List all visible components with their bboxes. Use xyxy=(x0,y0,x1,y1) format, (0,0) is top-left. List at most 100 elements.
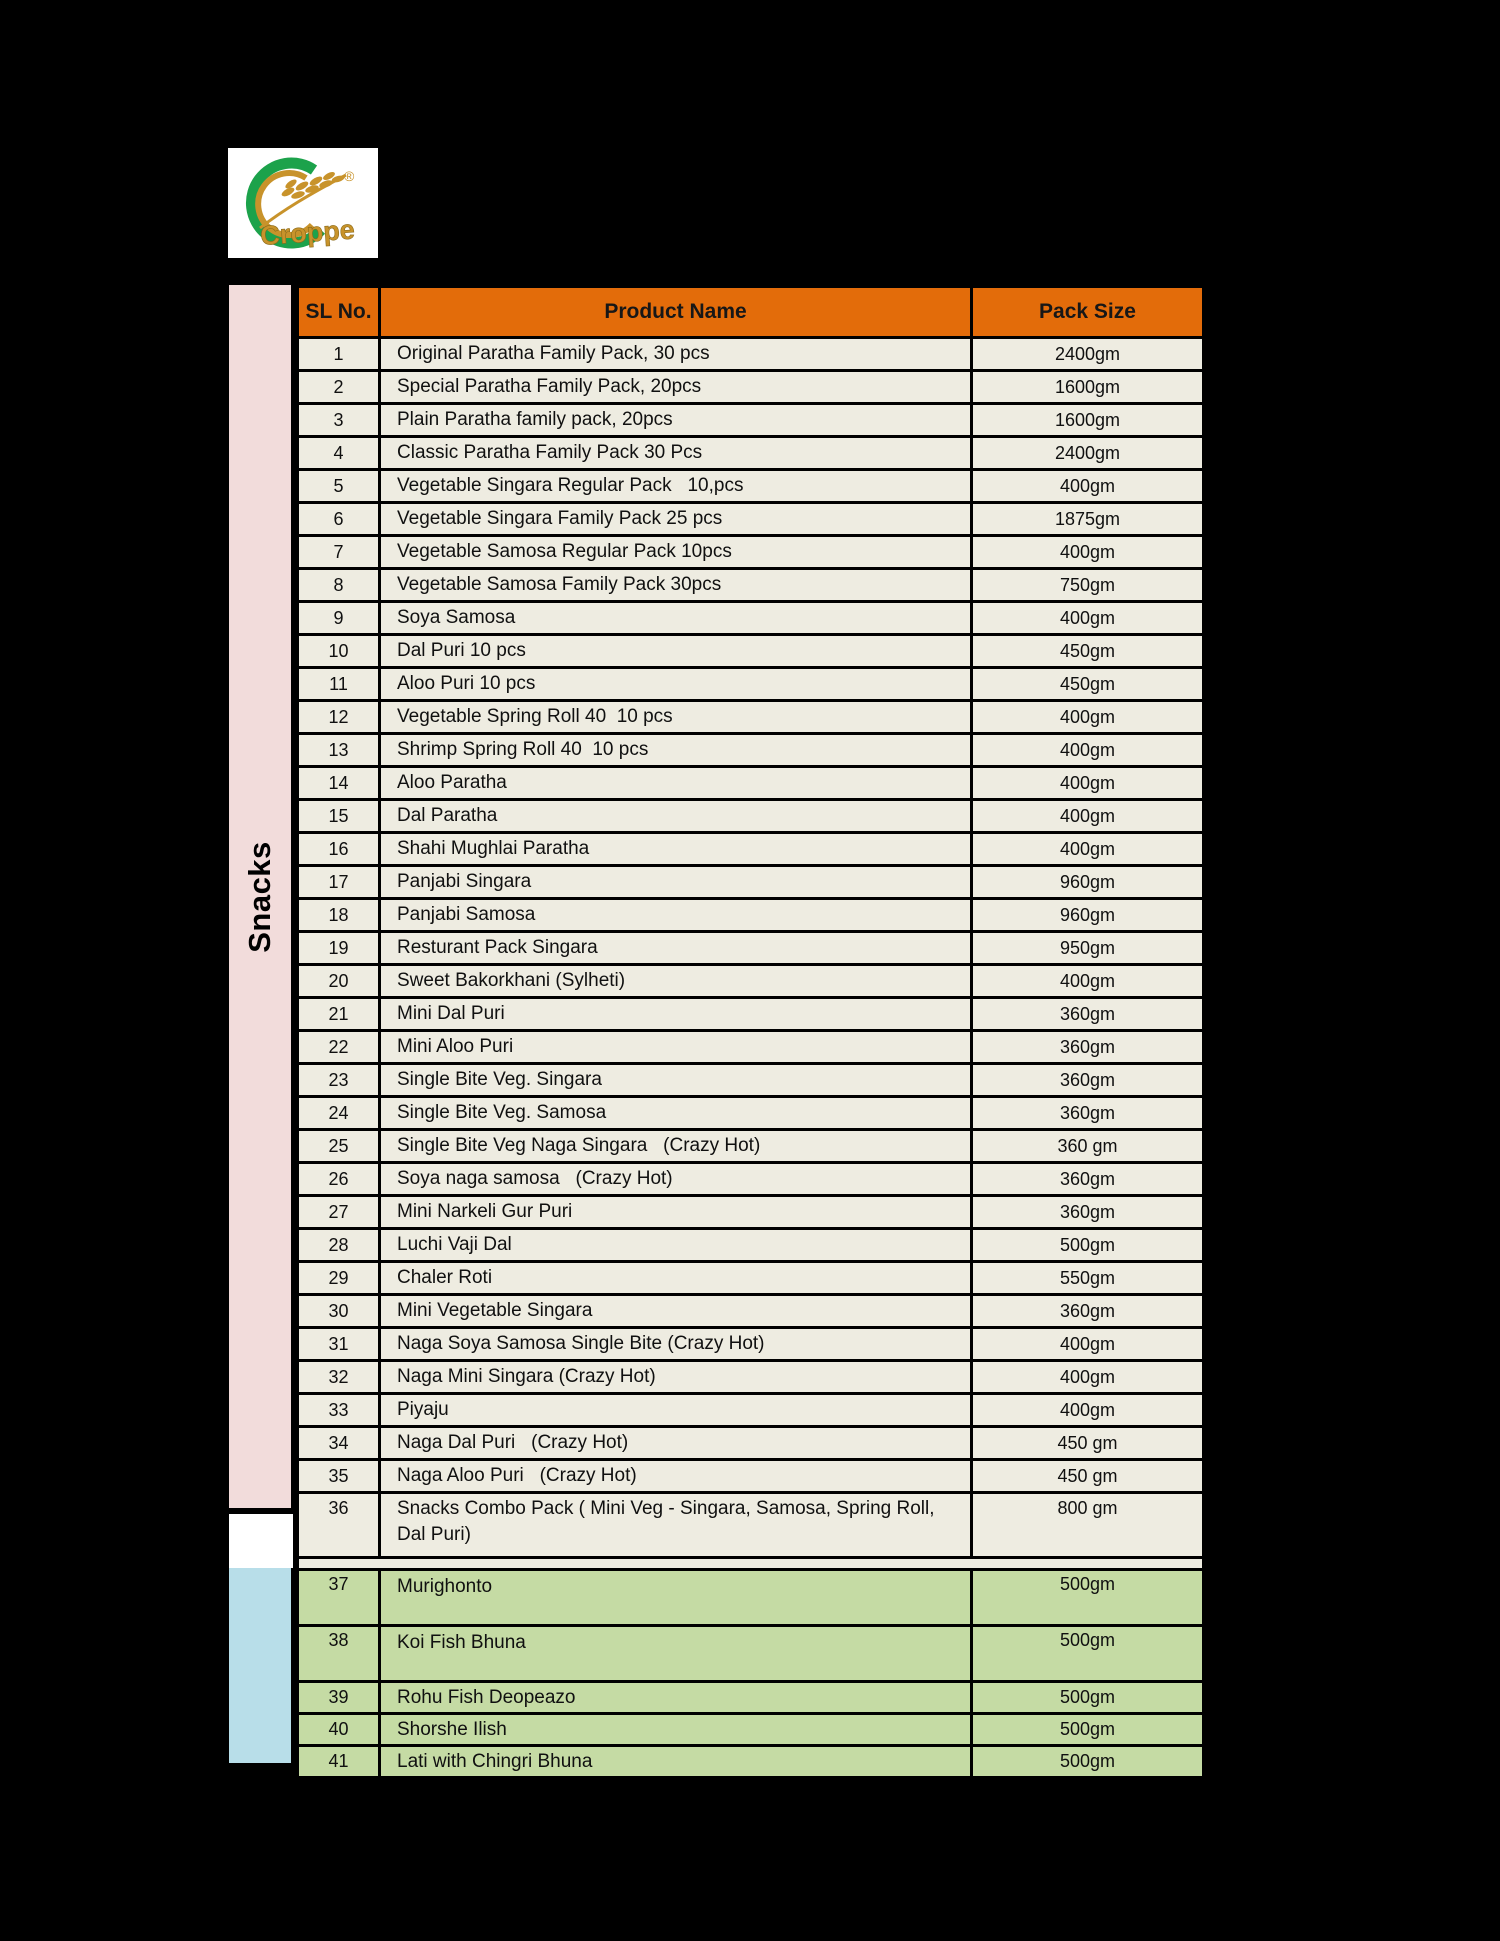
table-row: 22 Mini Aloo Puri 360gm xyxy=(296,1029,1205,1065)
product-cell: Vegetable Samosa Regular Pack 10pcs xyxy=(378,534,973,570)
sl-cell: 9 xyxy=(296,600,381,636)
product-cell: Vegetable Samosa Family Pack 30pcs xyxy=(378,567,973,603)
sl-cell: 21 xyxy=(296,996,381,1032)
table-row: 29 Chaler Roti 550gm xyxy=(296,1260,1205,1296)
header-sl-no: SL No. xyxy=(296,285,381,339)
table-row: 38 Koi Fish Bhuna 500gm xyxy=(296,1624,1205,1683)
logo-gold-crescent xyxy=(255,170,315,238)
category-label-snacks: Snacks xyxy=(242,840,278,953)
category-sidebar-second xyxy=(229,1568,291,1763)
table-row: 1 Original Paratha Family Pack, 30 pcs 240… xyxy=(296,336,1205,372)
pack-cell: 400gm xyxy=(970,963,1205,999)
brand-name-text: Croppe xyxy=(259,214,355,251)
sl-cell: 18 xyxy=(296,897,381,933)
product-cell: Dal Paratha xyxy=(378,798,973,834)
table-row: 34 Naga Dal Puri (Crazy Hot) 450 gm xyxy=(296,1425,1205,1461)
table-row: 30 Mini Vegetable Singara 360gm xyxy=(296,1293,1205,1329)
sl-cell: 41 xyxy=(296,1744,381,1779)
pack-cell: 450gm xyxy=(970,666,1205,702)
pack-cell: 1600gm xyxy=(970,369,1205,405)
table-row: 15 Dal Paratha 400gm xyxy=(296,798,1205,834)
sl-cell: 3 xyxy=(296,402,381,438)
pack-cell: 400gm xyxy=(970,798,1205,834)
table-row: 21 Mini Dal Puri 360gm xyxy=(296,996,1205,1032)
sl-cell: 10 xyxy=(296,633,381,669)
product-cell: Plain Paratha family pack, 20pcs xyxy=(378,402,973,438)
table-row: 39 Rohu Fish Deopeazo 500gm xyxy=(296,1680,1205,1715)
table-row: 16 Shahi Mughlai Paratha 400gm xyxy=(296,831,1205,867)
table-row: 12 Vegetable Spring Roll 40 10 pcs 400gm xyxy=(296,699,1205,735)
sl-cell: 40 xyxy=(296,1712,381,1747)
sl-cell: 25 xyxy=(296,1128,381,1164)
pack-cell: 400gm xyxy=(970,732,1205,768)
sl-cell: 34 xyxy=(296,1425,381,1461)
table-row: 5 Vegetable Singara Regular Pack 10,pcs 40… xyxy=(296,468,1205,504)
table-row: 4 Classic Paratha Family Pack 30 Pcs 2400g… xyxy=(296,435,1205,471)
table-row: 9 Soya Samosa 400gm xyxy=(296,600,1205,636)
pack-cell: 2400gm xyxy=(970,336,1205,372)
product-cell: Naga Aloo Puri (Crazy Hot) xyxy=(378,1458,973,1494)
product-cell: Panjabi Samosa xyxy=(378,897,973,933)
white-spacer-block xyxy=(229,1514,293,1568)
pack-cell: 360gm xyxy=(970,1029,1205,1065)
product-cell: Original Paratha Family Pack, 30 pcs xyxy=(378,336,973,372)
table-row: 14 Aloo Paratha 400gm xyxy=(296,765,1205,801)
header-product-name: Product Name xyxy=(378,285,973,339)
pack-cell: 500gm xyxy=(970,1568,1205,1627)
table-row: 10 Dal Puri 10 pcs 450gm xyxy=(296,633,1205,669)
product-cell: Classic Paratha Family Pack 30 Pcs xyxy=(378,435,973,471)
table-row: 8 Vegetable Samosa Family Pack 30pcs 750gm xyxy=(296,567,1205,603)
sl-cell: 38 xyxy=(296,1624,381,1683)
product-cell: Naga Dal Puri (Crazy Hot) xyxy=(378,1425,973,1461)
sl-cell: 2 xyxy=(296,369,381,405)
pack-cell: 400gm xyxy=(970,1392,1205,1428)
pack-cell: 400gm xyxy=(970,468,1205,504)
table-row: 25 Single Bite Veg Naga Singara (Crazy Ho… xyxy=(296,1128,1205,1164)
pack-cell: 500gm xyxy=(970,1744,1205,1779)
product-cell: Single Bite Veg. Samosa xyxy=(378,1095,973,1131)
table-row: 23 Single Bite Veg. Singara 360gm xyxy=(296,1062,1205,1098)
product-cell: Naga Soya Samosa Single Bite (Crazy Hot) xyxy=(378,1326,973,1362)
product-cell: Resturant Pack Singara xyxy=(378,930,973,966)
registered-trademark-icon: ® xyxy=(344,168,355,184)
product-cell: Luchi Vaji Dal xyxy=(378,1227,973,1263)
table-row: 3 Plain Paratha family pack, 20pcs 1600gm xyxy=(296,402,1205,438)
product-cell: Lati with Chingri Bhuna xyxy=(378,1744,973,1779)
table-row: 17 Panjabi Singara 960gm xyxy=(296,864,1205,900)
sl-cell: 19 xyxy=(296,930,381,966)
sl-cell: 14 xyxy=(296,765,381,801)
sl-cell: 33 xyxy=(296,1392,381,1428)
pack-cell: 500gm xyxy=(970,1712,1205,1747)
table-row: 18 Panjabi Samosa 960gm xyxy=(296,897,1205,933)
table-row: 31 Naga Soya Samosa Single Bite (Crazy Ho… xyxy=(296,1326,1205,1362)
sl-cell: 11 xyxy=(296,666,381,702)
sl-cell: 31 xyxy=(296,1326,381,1362)
sl-cell: 27 xyxy=(296,1194,381,1230)
product-cell: Mini Vegetable Singara xyxy=(378,1293,973,1329)
product-cell: Aloo Paratha xyxy=(378,765,973,801)
sl-cell: 28 xyxy=(296,1227,381,1263)
table-row: 33 Piyaju 400gm xyxy=(296,1392,1205,1428)
product-cell: Vegetable Singara Regular Pack 10,pcs xyxy=(378,468,973,504)
header-pack-size: Pack Size xyxy=(970,285,1205,339)
snacks-product-table: SL No. Product Name Pack Size 1 Original … xyxy=(296,285,1205,1591)
pack-cell: 400gm xyxy=(970,1326,1205,1362)
table-header-row: SL No. Product Name Pack Size xyxy=(296,285,1205,339)
table-row: 24 Single Bite Veg. Samosa 360gm xyxy=(296,1095,1205,1131)
pack-cell: 800 gm xyxy=(970,1491,1205,1559)
sl-cell: 37 xyxy=(296,1568,381,1627)
pack-cell: 360gm xyxy=(970,1062,1205,1098)
product-cell: Sweet Bakorkhani (Sylheti) xyxy=(378,963,973,999)
product-cell: Rohu Fish Deopeazo xyxy=(378,1680,973,1715)
product-cell: Vegetable Spring Roll 40 10 pcs xyxy=(378,699,973,735)
pack-cell: 400gm xyxy=(970,1359,1205,1395)
pack-cell: 960gm xyxy=(970,897,1205,933)
pack-cell: 400gm xyxy=(970,765,1205,801)
product-cell: Murighonto xyxy=(378,1568,973,1627)
product-cell: Single Bite Veg. Singara xyxy=(378,1062,973,1098)
sl-cell: 24 xyxy=(296,1095,381,1131)
pack-cell: 400gm xyxy=(970,831,1205,867)
sl-cell: 15 xyxy=(296,798,381,834)
table-row: 2 Special Paratha Family Pack, 20pcs 1600g… xyxy=(296,369,1205,405)
